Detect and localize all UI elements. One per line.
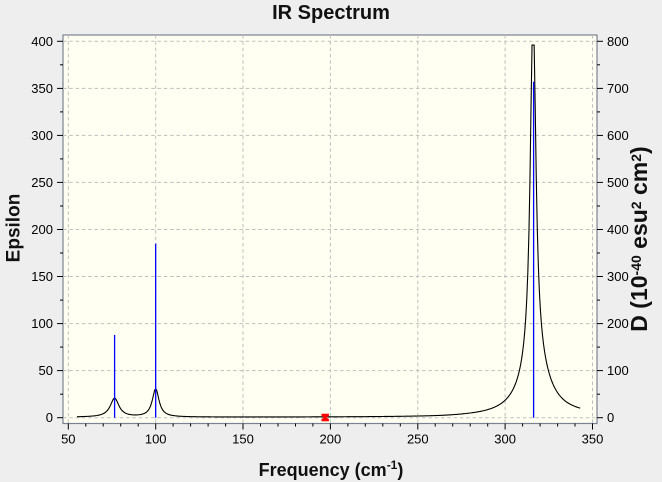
svg-text:150: 150	[232, 432, 254, 447]
svg-text:100: 100	[607, 363, 629, 378]
svg-text:400: 400	[31, 34, 53, 49]
svg-text:350: 350	[31, 81, 53, 96]
svg-text:350: 350	[582, 432, 604, 447]
svg-text:600: 600	[607, 128, 629, 143]
svg-text:0: 0	[607, 410, 614, 425]
svg-text:250: 250	[31, 175, 53, 190]
svg-text:100: 100	[145, 432, 167, 447]
svg-text:0: 0	[46, 410, 53, 425]
svg-text:200: 200	[31, 222, 53, 237]
svg-text:50: 50	[61, 432, 75, 447]
svg-text:150: 150	[31, 269, 53, 284]
svg-text:700: 700	[607, 81, 629, 96]
svg-text:100: 100	[31, 316, 53, 331]
svg-text:800: 800	[607, 34, 629, 49]
svg-text:250: 250	[407, 432, 429, 447]
svg-text:300: 300	[31, 128, 53, 143]
svg-text:D (10-40 esu2 cm2): D (10-40 esu2 cm2)	[626, 146, 652, 331]
svg-text:50: 50	[39, 363, 53, 378]
svg-text:200: 200	[320, 432, 342, 447]
svg-text:300: 300	[494, 432, 516, 447]
